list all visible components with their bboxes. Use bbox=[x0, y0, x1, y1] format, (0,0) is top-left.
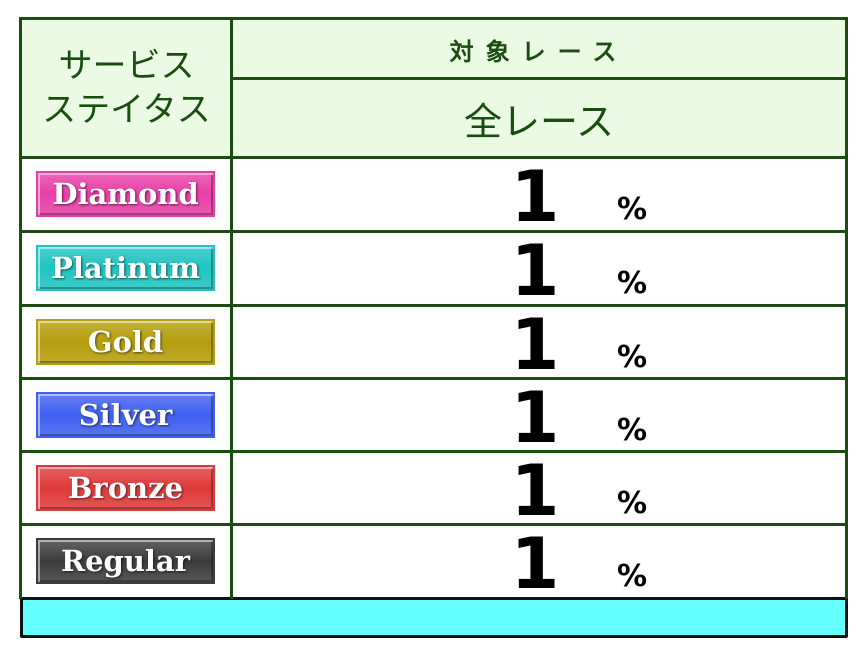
rate-unit: % bbox=[616, 266, 648, 301]
status-badge-bronze: Bronze bbox=[36, 465, 215, 511]
status-header-line2: ステイタス bbox=[42, 90, 211, 130]
row-divider bbox=[20, 230, 848, 233]
header-divider bbox=[231, 77, 847, 80]
rate-unit: % bbox=[616, 486, 648, 521]
header-background bbox=[20, 18, 847, 158]
status-badge-gold: Gold bbox=[36, 319, 215, 365]
rate-value: 1 bbox=[510, 156, 560, 238]
column-divider bbox=[230, 17, 233, 599]
rate-unit: % bbox=[616, 192, 648, 227]
table-border-right bbox=[845, 17, 848, 599]
table-border-top bbox=[20, 17, 848, 20]
row-divider bbox=[20, 156, 848, 159]
status-badge-regular: Regular bbox=[36, 538, 215, 584]
rate-value: 1 bbox=[510, 377, 560, 459]
rate-unit: % bbox=[616, 340, 648, 375]
status-badge-silver: Silver bbox=[36, 392, 215, 438]
rate-value: 1 bbox=[510, 523, 560, 605]
status-badge-platinum: Platinum bbox=[36, 245, 215, 291]
rate-value: 1 bbox=[510, 450, 560, 532]
status-header-line1: サービス bbox=[58, 46, 195, 86]
rate-value: 1 bbox=[510, 230, 560, 312]
status-badge-diamond: Diamond bbox=[36, 171, 215, 217]
rate-unit: % bbox=[616, 413, 648, 448]
service-status-header: サービス ステイタス bbox=[20, 18, 233, 158]
row-divider bbox=[20, 523, 848, 526]
row-divider bbox=[20, 450, 848, 453]
all-races-header: 全レース bbox=[463, 99, 615, 144]
rate-unit: % bbox=[616, 559, 648, 594]
row-divider bbox=[20, 304, 848, 307]
target-race-header: 対象レース bbox=[449, 37, 629, 66]
rate-value: 1 bbox=[510, 304, 560, 386]
row-divider bbox=[20, 377, 848, 380]
table-border-left bbox=[19, 17, 22, 599]
footer-bar bbox=[20, 597, 848, 638]
